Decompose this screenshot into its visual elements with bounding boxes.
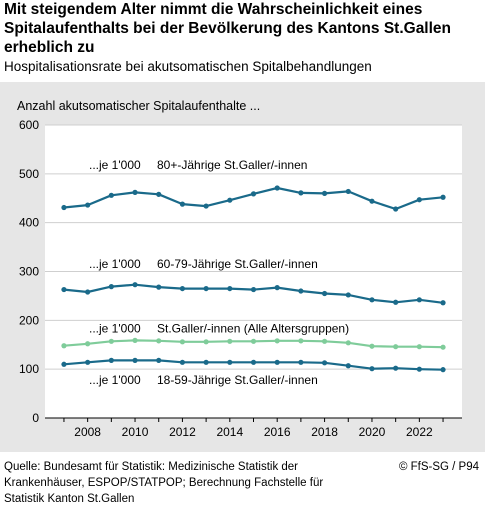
x-tick-label: 2022 — [406, 425, 433, 439]
x-tick-label: 2016 — [264, 425, 291, 439]
y-tick-label: 100 — [19, 362, 39, 376]
y-tick-label: 500 — [19, 167, 39, 181]
data-point — [227, 197, 233, 203]
data-point — [321, 360, 328, 366]
data-point — [108, 192, 114, 198]
data-point — [369, 343, 375, 349]
data-point — [321, 290, 328, 297]
data-point — [156, 357, 162, 363]
y-tick-label: 600 — [19, 118, 39, 132]
source-note: Quelle: Bundesamt für Statistik: Medizin… — [4, 461, 324, 505]
data-point — [203, 339, 209, 345]
data-point — [416, 197, 422, 203]
data-point — [227, 285, 233, 292]
data-point — [298, 190, 304, 196]
data-point — [298, 338, 304, 344]
data-point — [132, 282, 138, 288]
data-point — [156, 191, 162, 197]
series-label: St.Galler/-innen (Alle Altersgruppen) — [157, 322, 349, 336]
data-point — [298, 359, 304, 365]
data-point — [345, 363, 351, 369]
data-point — [85, 202, 91, 208]
data-point — [85, 289, 91, 295]
data-point — [274, 285, 280, 291]
data-point — [440, 344, 446, 350]
x-tick-label: 2020 — [359, 425, 386, 439]
y-tick-label: 300 — [19, 265, 39, 279]
data-point — [156, 284, 162, 290]
data-point — [61, 343, 67, 349]
data-point — [85, 341, 91, 347]
y-tick-label: 0 — [32, 411, 39, 425]
data-point — [227, 359, 233, 365]
data-point — [61, 286, 67, 293]
series-label: 18-59-Jährige St.Galler/-innen — [157, 373, 318, 387]
data-point — [274, 359, 280, 365]
chart-subtitle: Hospitalisationsrate bei akutsomatischen… — [4, 59, 372, 74]
data-point — [108, 357, 114, 363]
data-point — [369, 198, 375, 204]
data-point — [416, 366, 422, 372]
data-point — [179, 339, 186, 345]
y-tick-label: 400 — [19, 216, 39, 230]
x-tick-label: 2008 — [74, 425, 101, 439]
series-label-prefix: ...je 1'000 — [89, 322, 141, 336]
data-point — [393, 344, 399, 350]
data-point — [132, 337, 138, 343]
data-point — [369, 366, 375, 372]
data-point — [179, 285, 186, 292]
series-label-prefix: ...je 1'000 — [89, 257, 141, 271]
data-point — [345, 188, 351, 195]
data-point — [440, 194, 446, 200]
data-point — [345, 292, 351, 298]
data-point — [227, 338, 233, 344]
data-point — [274, 185, 280, 191]
data-point — [298, 288, 304, 294]
data-point — [85, 359, 91, 365]
data-point — [250, 191, 257, 197]
data-point — [440, 367, 446, 373]
data-point — [250, 359, 257, 365]
data-point — [108, 338, 114, 344]
data-point — [321, 338, 328, 344]
series-label: 80+-Jährige St.Galler/-innen — [157, 158, 307, 172]
chart-title: Mit steigendem Alter nimmt die Wahrschei… — [4, 1, 452, 56]
data-point — [61, 204, 67, 211]
data-point — [321, 190, 328, 196]
data-point — [203, 285, 209, 292]
data-point — [250, 286, 257, 293]
series-label-prefix: ...je 1'000 — [89, 158, 141, 172]
x-tick-label: 2012 — [169, 425, 196, 439]
x-tick-label: 2018 — [311, 425, 338, 439]
data-point — [203, 359, 209, 365]
data-point — [203, 203, 209, 209]
data-point — [250, 338, 257, 344]
data-point — [369, 297, 375, 303]
data-point — [393, 365, 399, 371]
data-point — [274, 338, 280, 344]
data-point — [393, 206, 399, 212]
data-point — [132, 189, 138, 195]
y-axis-label: Anzahl akutsomatischer Spitalaufenthalte… — [17, 99, 260, 113]
data-point — [345, 340, 351, 346]
data-point — [440, 300, 446, 306]
credit-note: © FfS-SG / P94 — [398, 461, 479, 473]
series-label: 60-79-Jährige St.Galler/-innen — [157, 257, 318, 271]
data-point — [416, 297, 422, 303]
data-point — [179, 201, 186, 207]
data-point — [108, 284, 114, 290]
data-point — [416, 344, 422, 350]
x-tick-label: 2010 — [122, 425, 149, 439]
data-point — [393, 299, 399, 305]
data-point — [179, 359, 186, 365]
series-label-prefix: ...je 1'000 — [89, 373, 141, 387]
x-tick-label: 2014 — [216, 425, 243, 439]
y-tick-label: 200 — [19, 313, 39, 327]
data-point — [61, 361, 67, 367]
data-point — [132, 357, 138, 363]
data-point — [156, 338, 162, 344]
